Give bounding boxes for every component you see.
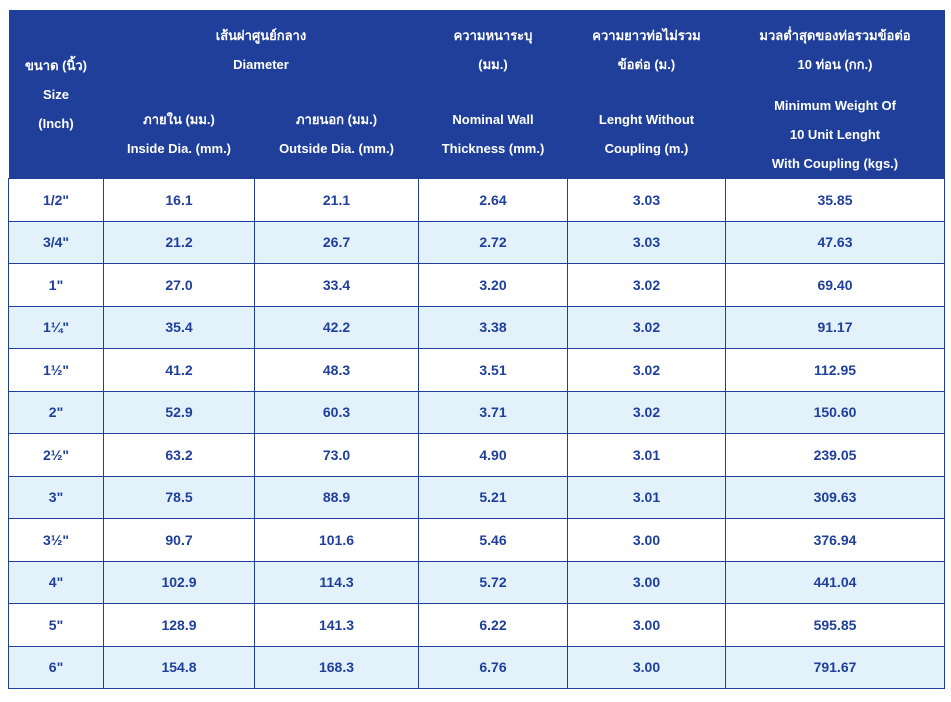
length-cell: 3.02 bbox=[567, 305, 726, 349]
table-row: 2½" 63.2 73.0 4.90 3.01 239.05 bbox=[8, 433, 945, 477]
outside-dia-cell: 48.3 bbox=[254, 348, 419, 392]
header-outside-dia: ภายนอก (มม.) Outside Dia. (mm.) bbox=[254, 90, 419, 179]
size-cell: 3" bbox=[8, 475, 104, 519]
length-cell: 3.03 bbox=[567, 220, 726, 264]
length-cell: 3.01 bbox=[567, 475, 726, 519]
size-cell: 1" bbox=[8, 263, 104, 307]
outside-dia-cell: 168.3 bbox=[254, 645, 419, 689]
header-size: ขนาด (นิ้ว) Size (Inch) bbox=[8, 10, 104, 179]
inside-dia-cell: 90.7 bbox=[103, 518, 255, 562]
weight-cell: 69.40 bbox=[725, 263, 945, 307]
size-cell: 1¼" bbox=[8, 305, 104, 349]
table-row: 3" 78.5 88.9 5.21 3.01 309.63 bbox=[8, 475, 945, 519]
table-row: 1¼" 35.4 42.2 3.38 3.02 91.17 bbox=[8, 305, 945, 349]
outside-dia-cell: 141.3 bbox=[254, 603, 419, 647]
wall-thickness-cell: 5.46 bbox=[418, 518, 568, 562]
table-row: 3½" 90.7 101.6 5.46 3.00 376.94 bbox=[8, 518, 945, 562]
inside-dia-cell: 128.9 bbox=[103, 603, 255, 647]
weight-cell: 376.94 bbox=[725, 518, 945, 562]
pipe-spec-table: ขนาด (นิ้ว) Size (Inch) เส้นผ่าศูนย์กลาง… bbox=[8, 10, 945, 689]
inside-dia-cell: 27.0 bbox=[103, 263, 255, 307]
header-length-english: Lenght Without Coupling (m.) bbox=[567, 90, 726, 179]
outside-dia-cell: 26.7 bbox=[254, 220, 419, 264]
inside-dia-cell: 21.2 bbox=[103, 220, 255, 264]
weight-cell: 47.63 bbox=[725, 220, 945, 264]
wall-thickness-cell: 2.72 bbox=[418, 220, 568, 264]
outside-dia-cell: 42.2 bbox=[254, 305, 419, 349]
weight-cell: 309.63 bbox=[725, 475, 945, 519]
outside-dia-cell: 114.3 bbox=[254, 560, 419, 604]
inside-dia-cell: 52.9 bbox=[103, 390, 255, 434]
outside-dia-cell: 73.0 bbox=[254, 433, 419, 477]
weight-cell: 239.05 bbox=[725, 433, 945, 477]
header-diameter: เส้นผ่าศูนย์กลาง Diameter bbox=[103, 10, 419, 90]
header-weight-thai: มวลต่ำสุดของท่อรวมข้อต่อ 10 ท่อน (กก.) bbox=[725, 10, 945, 90]
header-wall-thai: ความหนาระบุ (มม.) bbox=[418, 10, 568, 90]
inside-dia-cell: 78.5 bbox=[103, 475, 255, 519]
size-cell: 3½" bbox=[8, 518, 104, 562]
length-cell: 3.00 bbox=[567, 560, 726, 604]
outside-dia-cell: 21.1 bbox=[254, 178, 419, 222]
length-cell: 3.02 bbox=[567, 390, 726, 434]
table-header: ขนาด (นิ้ว) Size (Inch) เส้นผ่าศูนย์กลาง… bbox=[8, 10, 945, 179]
table-row: 6" 154.8 168.3 6.76 3.00 791.67 bbox=[8, 645, 945, 689]
weight-cell: 112.95 bbox=[725, 348, 945, 392]
size-cell: 4" bbox=[8, 560, 104, 604]
weight-cell: 441.04 bbox=[725, 560, 945, 604]
length-cell: 3.01 bbox=[567, 433, 726, 477]
size-cell: 6" bbox=[8, 645, 104, 689]
inside-dia-cell: 41.2 bbox=[103, 348, 255, 392]
table-row: 3/4" 21.2 26.7 2.72 3.03 47.63 bbox=[8, 220, 945, 264]
table-row: 1/2" 16.1 21.1 2.64 3.03 35.85 bbox=[8, 178, 945, 222]
wall-thickness-cell: 3.38 bbox=[418, 305, 568, 349]
outside-dia-cell: 101.6 bbox=[254, 518, 419, 562]
weight-cell: 150.60 bbox=[725, 390, 945, 434]
wall-thickness-cell: 3.51 bbox=[418, 348, 568, 392]
weight-cell: 595.85 bbox=[725, 603, 945, 647]
wall-thickness-cell: 3.71 bbox=[418, 390, 568, 434]
size-cell: 2" bbox=[8, 390, 104, 434]
table-row: 2" 52.9 60.3 3.71 3.02 150.60 bbox=[8, 390, 945, 434]
length-cell: 3.00 bbox=[567, 518, 726, 562]
table-row: 1½" 41.2 48.3 3.51 3.02 112.95 bbox=[8, 348, 945, 392]
size-cell: 1/2" bbox=[8, 178, 104, 222]
inside-dia-cell: 16.1 bbox=[103, 178, 255, 222]
inside-dia-cell: 154.8 bbox=[103, 645, 255, 689]
pipe-spec-table-container: ขนาด (นิ้ว) Size (Inch) เส้นผ่าศูนย์กลาง… bbox=[8, 10, 945, 689]
wall-thickness-cell: 3.20 bbox=[418, 263, 568, 307]
weight-cell: 35.85 bbox=[725, 178, 945, 222]
wall-thickness-cell: 5.21 bbox=[418, 475, 568, 519]
weight-cell: 791.67 bbox=[725, 645, 945, 689]
length-cell: 3.02 bbox=[567, 263, 726, 307]
inside-dia-cell: 63.2 bbox=[103, 433, 255, 477]
weight-cell: 91.17 bbox=[725, 305, 945, 349]
inside-dia-cell: 35.4 bbox=[103, 305, 255, 349]
length-cell: 3.02 bbox=[567, 348, 726, 392]
length-cell: 3.03 bbox=[567, 178, 726, 222]
table-row: 1" 27.0 33.4 3.20 3.02 69.40 bbox=[8, 263, 945, 307]
length-cell: 3.00 bbox=[567, 603, 726, 647]
header-inside-dia: ภายใน (มม.) Inside Dia. (mm.) bbox=[103, 90, 255, 179]
size-cell: 3/4" bbox=[8, 220, 104, 264]
wall-thickness-cell: 5.72 bbox=[418, 560, 568, 604]
outside-dia-cell: 88.9 bbox=[254, 475, 419, 519]
table-body: 1/2" 16.1 21.1 2.64 3.03 35.85 3/4" 21.2 26.7 2.7… bbox=[8, 178, 945, 689]
header-wall-english: Nominal Wall Thickness (mm.) bbox=[418, 90, 568, 179]
header-length-thai: ความยาวท่อไม่รวม ข้อต่อ (ม.) bbox=[567, 10, 726, 90]
table-row: 5" 128.9 141.3 6.22 3.00 595.85 bbox=[8, 603, 945, 647]
wall-thickness-cell: 4.90 bbox=[418, 433, 568, 477]
header-weight-english: Minimum Weight Of 10 Unit Lenght With Co… bbox=[725, 90, 945, 179]
wall-thickness-cell: 2.64 bbox=[418, 178, 568, 222]
outside-dia-cell: 60.3 bbox=[254, 390, 419, 434]
inside-dia-cell: 102.9 bbox=[103, 560, 255, 604]
size-cell: 1½" bbox=[8, 348, 104, 392]
wall-thickness-cell: 6.76 bbox=[418, 645, 568, 689]
table-row: 4" 102.9 114.3 5.72 3.00 441.04 bbox=[8, 560, 945, 604]
size-cell: 2½" bbox=[8, 433, 104, 477]
length-cell: 3.00 bbox=[567, 645, 726, 689]
wall-thickness-cell: 6.22 bbox=[418, 603, 568, 647]
outside-dia-cell: 33.4 bbox=[254, 263, 419, 307]
size-cell: 5" bbox=[8, 603, 104, 647]
